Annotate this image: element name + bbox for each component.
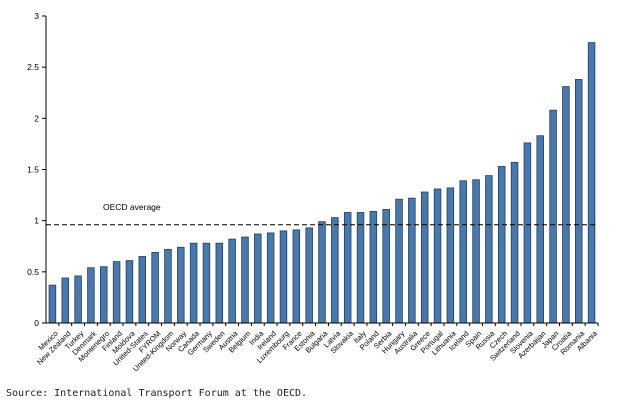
bar [228, 238, 236, 324]
bar [177, 246, 185, 324]
bar [189, 242, 198, 324]
y-tick-label: 0.5 [27, 267, 39, 277]
bar [497, 166, 506, 324]
y-tick-label: 2 [34, 113, 39, 123]
bar [48, 284, 57, 324]
bar [100, 266, 108, 324]
bar [433, 188, 442, 324]
bar [279, 230, 288, 324]
bar [549, 109, 557, 324]
bar [575, 79, 583, 324]
bar-series [48, 42, 596, 324]
bar [420, 191, 429, 324]
y-tick-label: 1 [34, 216, 39, 226]
bar [202, 242, 211, 324]
bar [523, 142, 532, 324]
bar [318, 221, 326, 324]
y-axis-ticks: 0 0.5 1 1.5 2 2.5 3 [27, 11, 46, 328]
bar [587, 42, 596, 324]
bar [395, 198, 403, 324]
oecd-average-label: OECD average [103, 202, 161, 212]
bar [472, 179, 480, 324]
bar [138, 256, 147, 324]
bar [266, 232, 275, 324]
bar [305, 227, 313, 324]
y-tick-label: 1.5 [27, 165, 39, 175]
bar [61, 277, 69, 324]
bar [292, 229, 301, 324]
y-tick-label: 0 [34, 318, 39, 328]
bar [241, 236, 249, 324]
source-note: Source: International Transport Forum at… [6, 388, 308, 399]
bar [151, 251, 159, 324]
bar [408, 197, 416, 324]
bar [459, 180, 467, 324]
bar [510, 161, 519, 324]
bar [562, 86, 570, 324]
y-tick-label: 3 [34, 11, 39, 21]
bar [254, 233, 262, 324]
bar [331, 217, 339, 324]
bar [382, 209, 390, 324]
bar [446, 187, 455, 324]
bar [74, 275, 82, 324]
bar [215, 242, 224, 324]
y-tick-label: 2.5 [27, 62, 39, 72]
bar [125, 260, 134, 324]
bar [536, 135, 544, 324]
bar [164, 248, 172, 324]
bar [87, 267, 95, 324]
bar [112, 261, 121, 324]
bar [369, 211, 378, 324]
bar [343, 212, 352, 324]
bar [485, 175, 493, 324]
bar [356, 212, 365, 324]
